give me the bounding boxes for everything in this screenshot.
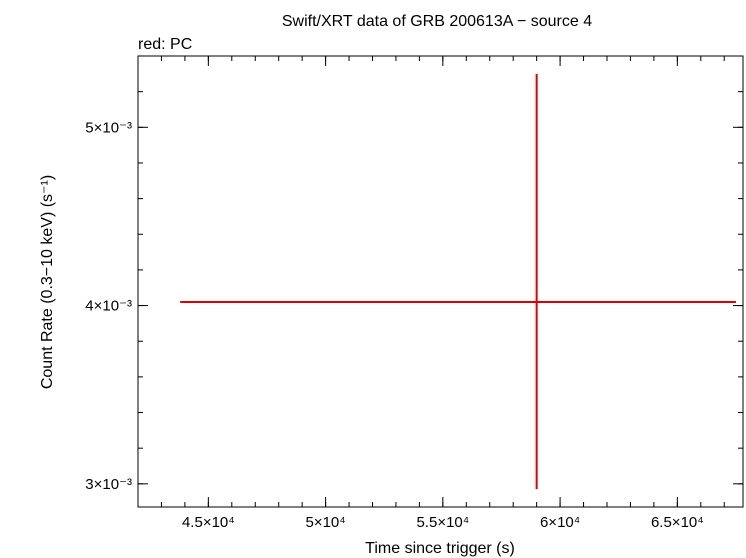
y-tick-label: 5×10⁻³ bbox=[85, 119, 132, 136]
chart-title: Swift/XRT data of GRB 200613A − source 4 bbox=[282, 13, 592, 30]
x-tick-label: 5.5×10⁴ bbox=[416, 514, 469, 531]
y-tick-label: 4×10⁻³ bbox=[85, 298, 132, 315]
axis-ticks bbox=[137, 55, 743, 507]
x-tick-label: 6×10⁴ bbox=[540, 514, 580, 531]
x-axis-label: Time since trigger (s) bbox=[365, 540, 515, 557]
chart-subtitle: red: PC bbox=[138, 36, 192, 53]
axis-tick-labels: 4.5×10⁴ 5×10⁴ 5.5×10⁴ 6×10⁴ 6.5×10⁴ 3×10⁻³ 4×1… bbox=[85, 119, 703, 531]
x-tick-label: 4.5×10⁴ bbox=[182, 514, 235, 531]
plot-frame bbox=[137, 55, 744, 508]
x-tick-label: 6.5×10⁴ bbox=[651, 514, 704, 531]
y-tick-label: 3×10⁻³ bbox=[85, 476, 132, 493]
data-marks bbox=[180, 73, 736, 490]
x-tick-label: 5×10⁴ bbox=[305, 514, 345, 531]
y-axis-label: Count Rate (0.3−10 keV) (s⁻¹) bbox=[39, 175, 56, 389]
